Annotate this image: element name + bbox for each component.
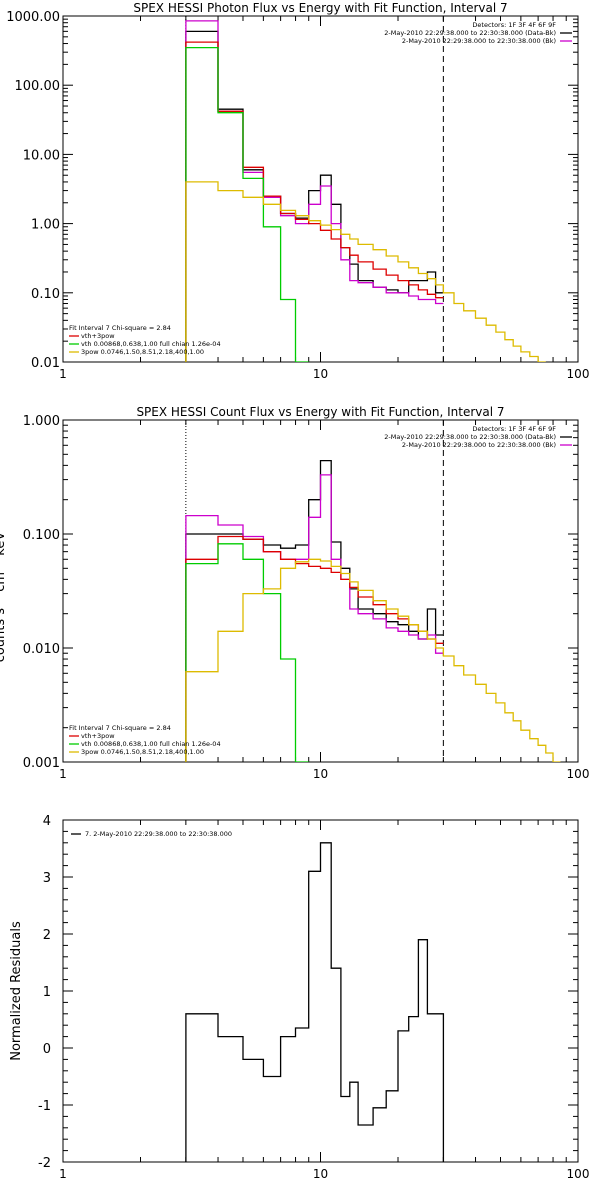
y-tick-label: 10.00 <box>23 148 60 163</box>
y-tick-label: 1 <box>43 985 51 1000</box>
x-tick-label: 1 <box>59 367 67 381</box>
series-line-bk <box>185 20 444 362</box>
legend-bottom-left-label: vth+3pow <box>81 732 115 740</box>
y-tick-label: -2 <box>38 1156 51 1171</box>
series-line-3pow <box>185 181 546 362</box>
y-axis-label: Normalized Residuals <box>9 921 24 1061</box>
series-line-vth-3pow <box>185 535 444 762</box>
legend-bottom-left-label: 3pow 0.0746,1.50,8.51,2.18,400,1.00 <box>81 348 204 356</box>
x-tick-label: 100 <box>567 767 590 781</box>
series-line-vth <box>185 543 309 762</box>
y-tick-label: 0.001 <box>23 756 60 771</box>
plot-area <box>185 842 445 1162</box>
legend-top-right-label: 2-May-2010 22:29:38.000 to 22:30:38.000 … <box>402 37 556 45</box>
series-line-bk <box>185 474 444 762</box>
y-tick-label: 1.00 <box>31 218 60 233</box>
series-line-vth-3pow <box>185 41 444 362</box>
y-tick-label: 1.000 <box>23 414 60 429</box>
x-tick-label: 10 <box>313 767 328 781</box>
x-tick-label: 10 <box>313 1167 328 1181</box>
y-tick-label: 0.010 <box>23 642 60 657</box>
legend-bottom-left-label: Fit Interval 7 Chi-square = 2.84 <box>69 724 171 732</box>
legend-top-right-label: Detectors: 1F 3F 4F 6F 9F <box>472 425 556 433</box>
y-tick-label: 2 <box>43 928 51 943</box>
legend-top-right-label: 2-May-2010 22:29:38.000 to 22:30:38.000 … <box>402 441 556 449</box>
legend-top-left-label: 7. 2-May-2010 22:29:38.000 to 22:30:38.0… <box>85 830 232 838</box>
chart-panel-2: SPEX HESSI Count Flux vs Energy with Fit… <box>0 405 590 781</box>
legend-top-right-label: Detectors: 1F 3F 4F 6F 9F <box>472 21 556 29</box>
chart-panel-3: 1 10 100 -2 -1 0 1 2 3 4 Normalized Residuals 7. 2-… <box>9 814 589 1181</box>
y-axis-label: counts s⁻¹ cm⁻² keV⁻¹ <box>0 520 8 663</box>
y-tick-label: 4 <box>43 814 51 829</box>
legend-bottom-left-label: 3pow 0.0746,1.50,8.51,2.18,400,1.00 <box>81 748 204 756</box>
x-tick-label: 10 <box>313 367 328 381</box>
legend-bottom-left-label: vth 0.00868,0.638,1.00 full chian 1.26e-… <box>81 740 221 748</box>
plot-area <box>185 420 561 762</box>
legend-bottom-left-label: vth 0.00868,0.638,1.00 full chian 1.26e-… <box>81 340 221 348</box>
y-tick-label: 0.10 <box>31 287 60 302</box>
chart-title: SPEX HESSI Photon Flux vs Energy with Fi… <box>133 1 507 15</box>
legend-top-right-label: 2-May-2010 22:29:38.000 to 22:30:38.000 … <box>384 29 556 37</box>
y-tick-label: 0.01 <box>31 356 60 371</box>
legend-bottom-left-label: Fit Interval 7 Chi-square = 2.84 <box>69 324 171 332</box>
legend-top-right-label: 2-May-2010 22:29:38.000 to 22:30:38.000 … <box>384 433 556 441</box>
y-tick-label: 3 <box>43 871 51 886</box>
series-line-data-bk <box>185 459 444 762</box>
y-tick-label: 0.100 <box>23 528 60 543</box>
series-line-3pow <box>185 558 561 762</box>
chart-panel-1: SPEX HESSI Photon Flux vs Energy with Fi… <box>6 1 590 381</box>
plot-area <box>185 16 546 362</box>
x-tick-label: 1 <box>59 1167 67 1181</box>
y-tick-label: -1 <box>38 1099 51 1114</box>
x-tick-label: 100 <box>567 367 590 381</box>
x-tick-label: 100 <box>567 1167 590 1181</box>
x-tick-label: 1 <box>59 767 67 781</box>
series-line-data-bk <box>185 30 444 362</box>
legend-bottom-left-label: vth+3pow <box>81 332 115 340</box>
y-tick-label: 0 <box>43 1042 51 1057</box>
chart-title: SPEX HESSI Count Flux vs Energy with Fit… <box>136 405 504 419</box>
series-line-vth <box>185 46 309 362</box>
y-tick-label: 1000.00 <box>6 10 60 25</box>
series-line-7-2-may-2010-22-29-38-000-to-22-30-38-000 <box>185 842 445 1162</box>
y-tick-label: 100.00 <box>15 79 61 94</box>
